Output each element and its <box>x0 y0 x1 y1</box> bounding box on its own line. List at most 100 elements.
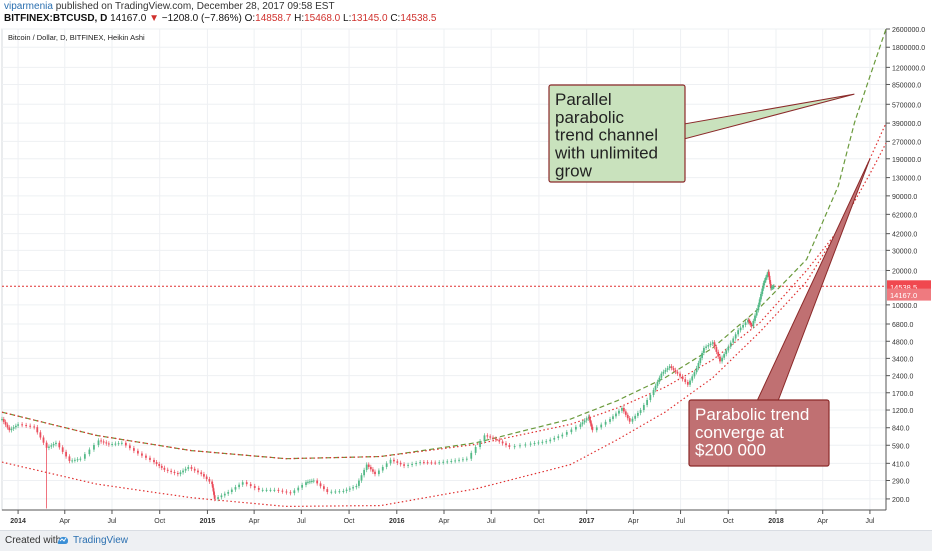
candle-body <box>137 450 139 454</box>
candle-body <box>1 419 3 421</box>
y-tick-label: 2600000.0 <box>892 27 925 34</box>
candle-body <box>537 442 540 444</box>
candle-body <box>281 490 284 492</box>
high-value: 15468.0 <box>304 13 341 24</box>
candle-body <box>42 437 45 443</box>
candle-body <box>155 462 158 465</box>
candle-body <box>111 444 114 446</box>
candle-body <box>179 472 182 475</box>
candle-body <box>713 342 716 348</box>
candle-body <box>107 443 110 445</box>
candle-body <box>501 441 504 444</box>
annotation-box <box>688 399 830 467</box>
y-tick-label: 30000.0 <box>892 248 917 255</box>
candle-body <box>68 456 71 461</box>
candle-body <box>374 471 376 475</box>
open-label: O: <box>244 13 256 24</box>
chart-title: Bitcoin / Dollar, D, BITFINEX, Heikin As… <box>8 33 145 42</box>
annotation-text: Parabolic trend <box>695 405 809 424</box>
candle-body <box>631 418 634 422</box>
annotation-text: converge at <box>695 423 784 442</box>
y-tick-label: 270000.0 <box>892 139 921 146</box>
candle-body <box>747 319 749 323</box>
x-tick-label: 2017 <box>579 518 595 525</box>
candle-body <box>656 381 659 386</box>
candle-body <box>308 481 311 483</box>
candle-body <box>755 310 758 316</box>
candle-body <box>676 371 679 374</box>
candle-body <box>145 455 147 458</box>
candle-body <box>141 453 143 456</box>
annotation-text: parabolic <box>555 108 624 127</box>
candle-body <box>10 428 13 431</box>
candle-body <box>403 464 405 466</box>
trendline-lower <box>1 122 887 508</box>
candle-body <box>385 463 388 467</box>
x-tick-label: Oct <box>723 518 734 525</box>
candle-body <box>609 419 611 422</box>
candle-body <box>2 419 5 422</box>
candle-body <box>701 352 703 358</box>
price-chart[interactable]: 2600000.0 1800000.0 1200000.0 850000.0 57000… <box>0 27 932 530</box>
candle-body <box>479 441 481 448</box>
candle-body <box>76 459 79 461</box>
chart-area[interactable]: 2600000.0 1800000.0 1200000.0 850000.0 57000… <box>0 27 932 530</box>
candle-body <box>492 437 494 439</box>
candle-body <box>52 444 55 446</box>
candle-body <box>253 486 256 488</box>
symbol-label[interactable]: BITFINEX:BTCUSD, D <box>4 13 108 24</box>
candle-body <box>639 410 642 413</box>
candle-body <box>238 484 240 488</box>
annotation-text: Parallel <box>555 90 612 109</box>
candle-body <box>666 368 669 370</box>
candle-body <box>662 371 665 374</box>
candle-body <box>541 441 544 443</box>
y-tick-label: 390000.0 <box>892 121 921 128</box>
candle-body <box>265 489 268 491</box>
candle-body <box>732 338 735 343</box>
candle-body <box>187 467 190 469</box>
candle-body <box>419 462 422 464</box>
candle-body <box>570 429 573 433</box>
author-link[interactable]: viparmenia <box>4 1 53 12</box>
candle-body <box>618 410 620 414</box>
candle-body <box>765 277 767 281</box>
down-arrow-icon: ▼ <box>149 13 159 24</box>
candle-body <box>25 425 28 427</box>
candle-body <box>717 351 720 357</box>
candle-body <box>182 470 184 473</box>
tradingview-brand[interactable]: TradingView <box>73 535 129 546</box>
candle-body <box>79 458 82 460</box>
candle-body <box>590 423 593 427</box>
close-label: C: <box>390 13 401 24</box>
candle-body <box>634 415 637 419</box>
candle-body <box>684 379 687 382</box>
price-tag <box>887 288 931 301</box>
candle-body <box>269 489 272 491</box>
candle-body <box>326 489 329 492</box>
candle-body <box>193 468 196 471</box>
created-with-text: Created with <box>5 535 62 546</box>
candle-body <box>715 347 718 352</box>
candle-body <box>323 486 325 490</box>
candle-body <box>723 354 726 358</box>
candle-body <box>71 460 74 462</box>
annotation-text: with unlimited <box>554 144 658 163</box>
candle-body <box>739 327 742 331</box>
candle-body <box>565 432 568 435</box>
candle-body <box>58 442 61 448</box>
y-tick-label: 200.0 <box>892 497 910 504</box>
candle-body <box>579 424 582 427</box>
candle-body <box>316 480 319 484</box>
candle-body <box>372 469 374 472</box>
x-tick-label: Apr <box>249 518 261 525</box>
candle-body <box>334 491 337 493</box>
candle-body <box>117 443 120 445</box>
candle-body <box>330 491 333 493</box>
candle-body <box>729 342 732 347</box>
price-tag-label: 14167.0 <box>890 291 917 300</box>
candle-body <box>29 425 32 427</box>
candle-body <box>261 489 264 491</box>
candle-body <box>297 487 300 491</box>
candle-body <box>707 345 710 347</box>
